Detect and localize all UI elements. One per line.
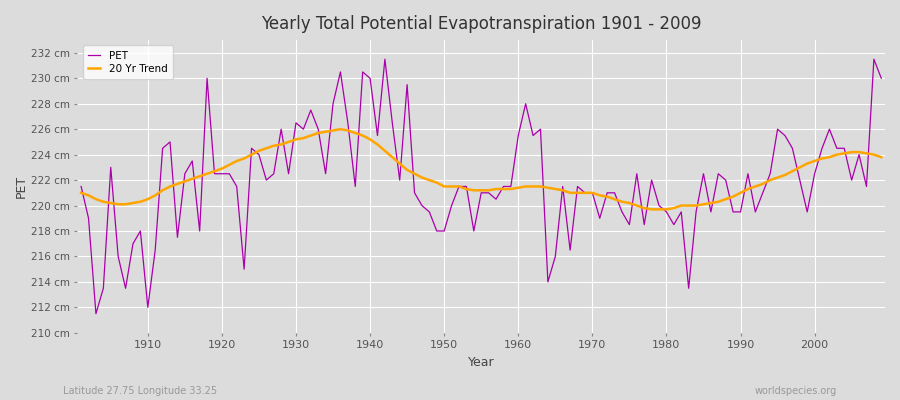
PET: [520, 101, 531, 106]
PET: [350, 184, 361, 189]
PET: [91, 311, 102, 316]
PET: [876, 76, 886, 81]
PET: [616, 210, 627, 214]
Text: Latitude 27.75 Longitude 33.25: Latitude 27.75 Longitude 33.25: [63, 386, 217, 396]
PET: [142, 305, 153, 310]
PET: [527, 133, 538, 138]
20 Yr Trend: [609, 197, 620, 202]
20 Yr Trend: [520, 184, 531, 189]
20 Yr Trend: [646, 207, 657, 212]
PET: [305, 108, 316, 112]
20 Yr Trend: [876, 155, 886, 160]
20 Yr Trend: [135, 199, 146, 204]
Title: Yearly Total Potential Evapotranspiration 1901 - 2009: Yearly Total Potential Evapotranspiratio…: [261, 15, 701, 33]
20 Yr Trend: [76, 190, 86, 195]
PET: [380, 57, 391, 62]
Line: 20 Yr Trend: 20 Yr Trend: [81, 129, 881, 209]
20 Yr Trend: [298, 136, 309, 140]
PET: [76, 184, 86, 189]
20 Yr Trend: [513, 185, 524, 190]
Y-axis label: PET: PET: [15, 175, 28, 198]
Text: worldspecies.org: worldspecies.org: [755, 386, 837, 396]
X-axis label: Year: Year: [468, 356, 494, 369]
Legend: PET, 20 Yr Trend: PET, 20 Yr Trend: [83, 45, 173, 79]
Line: PET: PET: [81, 59, 881, 314]
20 Yr Trend: [335, 127, 346, 132]
20 Yr Trend: [350, 131, 361, 136]
